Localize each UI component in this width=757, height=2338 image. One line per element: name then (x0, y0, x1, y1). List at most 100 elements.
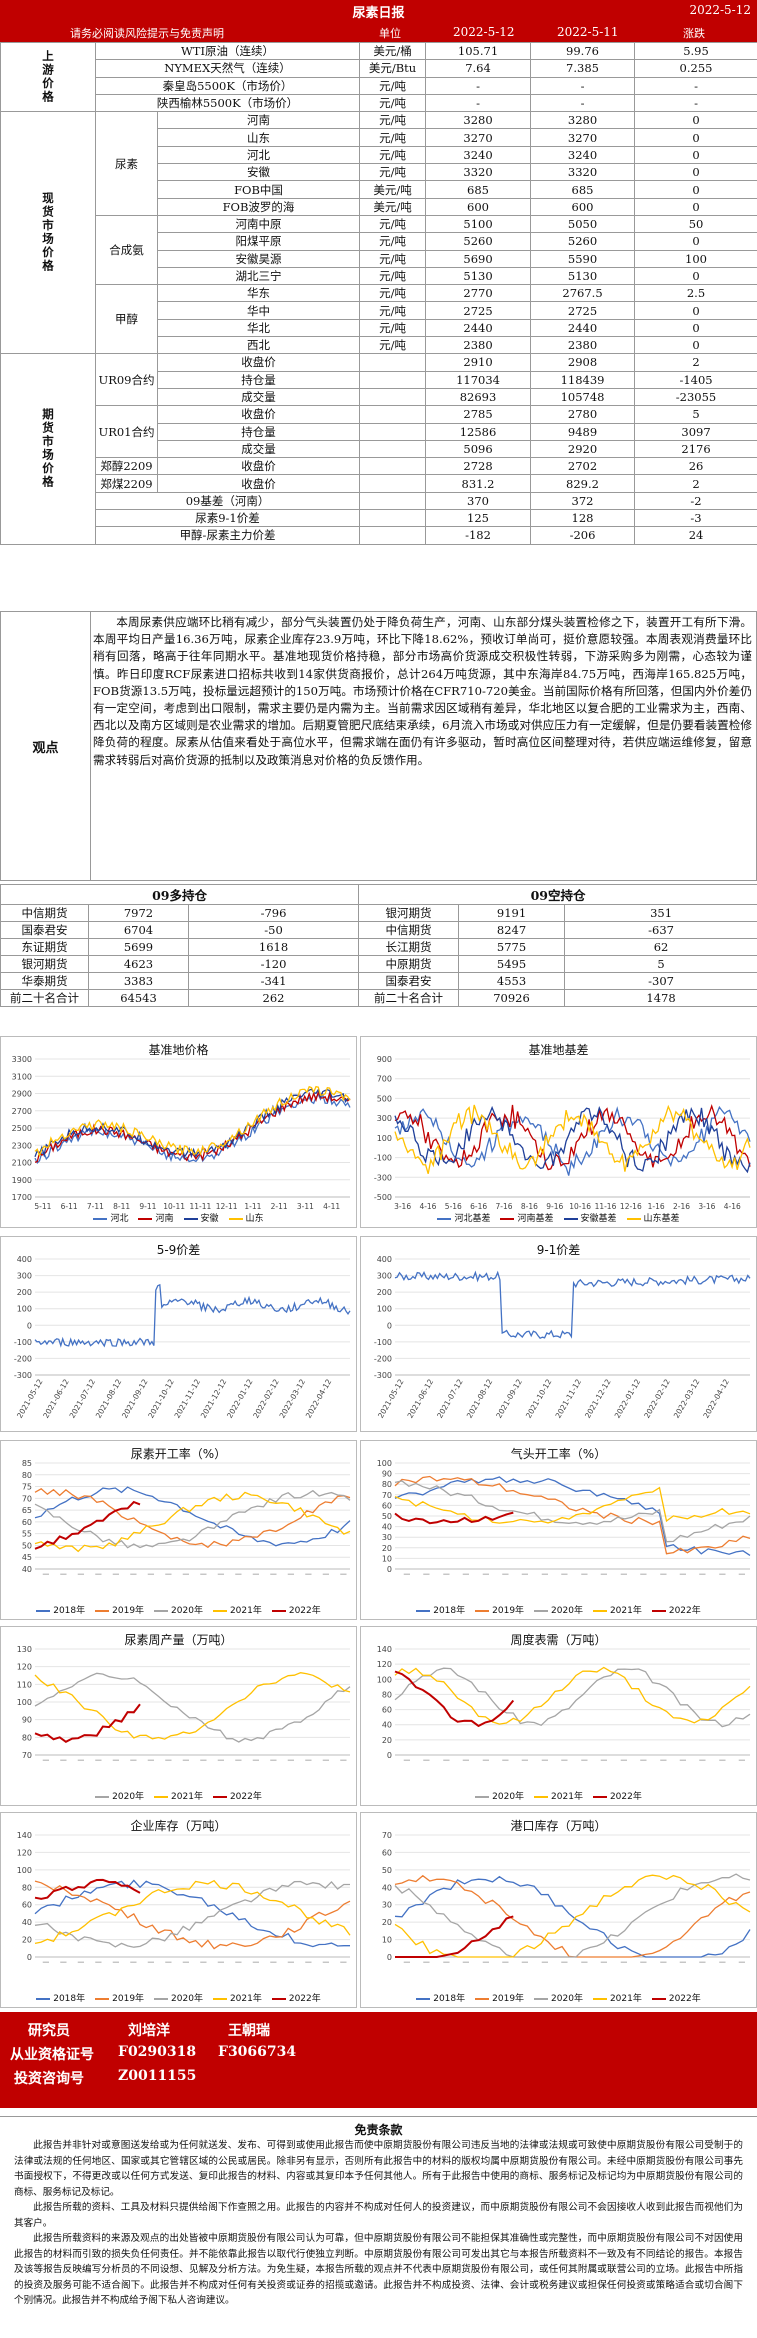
group-ur01: UR01合约 (95, 405, 158, 459)
x-tick-mark: | (403, 1573, 411, 1575)
x-tick-mark: | (501, 1961, 509, 1963)
x-tick-mark: | (112, 1961, 120, 1963)
series-line (34, 1703, 141, 1743)
y-tick-label: 2500 (12, 1124, 32, 1133)
row-label: 收盘价 (156, 405, 361, 424)
x-tick-label: 6-11 (61, 1202, 78, 1211)
row-label: 秦皇岛5500K（市场价） (94, 76, 361, 95)
series-line (34, 1880, 351, 1950)
x-tick-label: 6-16 (470, 1202, 487, 1211)
unit-cell (359, 387, 427, 407)
value-prev: 2780 (530, 405, 636, 424)
value-change: 0 (634, 111, 757, 130)
x-tick-mark: | (322, 1759, 330, 1761)
contact-block: 研究员 刘培洋 王朝瑞 从业资格证号 F0290318 F3066734 投资咨… (0, 2012, 757, 2108)
x-tick-mark: | (129, 1573, 137, 1575)
x-tick-mark: | (147, 1961, 155, 1963)
x-tick-label: 2021-09-12 (494, 1377, 524, 1419)
y-tick-label: 75 (22, 1483, 32, 1492)
x-tick-mark: | (234, 1961, 242, 1963)
x-tick-label: 7-16 (496, 1202, 513, 1211)
value-today: 370 (425, 491, 532, 511)
x-tick-mark: | (521, 1759, 529, 1761)
report-title: 尿素日报 (352, 5, 405, 21)
long-change: -796 (187, 904, 360, 922)
long-broker: 银河期货 (0, 955, 89, 973)
legend-swatch (626, 1217, 641, 1220)
value-prev: 5260 (530, 232, 636, 251)
long-position: 3383 (88, 972, 189, 990)
legend-swatch (475, 1997, 490, 2000)
x-tick-mark: | (482, 1573, 490, 1575)
legend-swatch (534, 1795, 549, 1798)
value-change: 2.5 (634, 284, 757, 303)
legend-label: 2020年 (171, 1994, 203, 2004)
unit-cell: 元/吨 (359, 266, 427, 286)
y-tick-label: 120 (377, 1660, 392, 1669)
y-tick-label: 1900 (12, 1176, 32, 1185)
long-broker: 中信期货 (0, 904, 89, 922)
legend-item: 2018年 (416, 1994, 465, 2004)
row-label: 阳煤平原 (156, 232, 361, 251)
y-tick-label: 300 (377, 1114, 392, 1123)
chart-title: 企业库存（万吨） (130, 1819, 227, 1833)
legend-item: 2022年 (651, 1606, 701, 1616)
x-tick-mark: | (129, 1961, 137, 1963)
legend-label: 2018年 (433, 1606, 466, 1616)
legend-swatch (36, 1997, 51, 2000)
long-broker: 东证期货 (0, 938, 89, 956)
unit-cell: 元/吨 (359, 284, 427, 303)
value-prev: 2908 (530, 353, 636, 372)
y-tick-label: 50 (382, 1512, 392, 1521)
x-tick-mark: | (462, 1759, 470, 1761)
y-tick-label: 100 (377, 1675, 392, 1684)
long-change: -120 (187, 955, 360, 973)
col-change: 涨跌 (683, 27, 705, 40)
x-tick-mark: | (112, 1759, 120, 1761)
y-tick-label: 100 (17, 1866, 32, 1875)
chart-legend: 河北 河南 安徽 山东 (1, 1211, 356, 1224)
long-change: -341 (187, 972, 360, 990)
long-position: 7972 (88, 904, 189, 922)
legend-swatch (212, 1609, 227, 1612)
value-today: 105.71 (425, 41, 532, 61)
y-tick-label: 0 (27, 1321, 32, 1330)
legend-item: 2021年 (534, 1792, 583, 1802)
row-label: 华北 (156, 318, 361, 338)
row-label: 09基差（河南） (94, 491, 361, 511)
value-today: 2770 (425, 284, 532, 303)
y-tick-label: 80 (382, 1480, 392, 1489)
x-tick-mark: | (77, 1573, 85, 1575)
y-tick-label: -300 (374, 1173, 392, 1182)
gas-rate-chart: 气头开工率（%） 100 90 80 70 60 50 40 30 20 10 0 | | | | | | | | | |… (360, 1440, 757, 1620)
unit-cell: 元/吨 (359, 76, 427, 95)
holdings-table: 09多持仓 09空持仓 中信期货 7972 -796 银河期货 9191 351 国泰君安 67… (0, 884, 757, 1007)
chart-title: 周度表需（万吨） (510, 1633, 607, 1647)
y-tick-label: 300 (17, 1272, 32, 1281)
x-tick-label: 1-11 (244, 1202, 261, 1211)
y-tick-label: 0 (27, 1953, 32, 1962)
table-row: 前二十名合计 64543 262 前二十名合计 70926 1478 (0, 989, 757, 1007)
legend-item: 山东基差 (626, 1214, 680, 1224)
legend-label: 2019年 (492, 1994, 525, 2004)
series-line (34, 1488, 351, 1549)
y-tick-label: 100 (377, 1134, 392, 1143)
unit-cell: 元/吨 (359, 111, 427, 130)
series-line (394, 1104, 751, 1174)
value-today: 82693 (425, 387, 532, 407)
legend-label: 2021年 (229, 1994, 262, 2004)
y-tick-label: 0 (387, 1565, 392, 1574)
value-prev: 128 (530, 509, 636, 528)
x-tick-mark: | (462, 1573, 470, 1575)
legend-label: 安徽 (200, 1214, 219, 1224)
row-label: 河南 (156, 111, 361, 130)
x-tick-mark: | (42, 1961, 50, 1963)
y-tick-label: 2900 (12, 1090, 32, 1099)
long-broker: 前二十名合计 (0, 989, 89, 1007)
legend-label: 河南 (155, 1214, 174, 1224)
unit-cell (359, 353, 427, 372)
series-line (34, 1878, 141, 1900)
y-tick-label: -200 (14, 1354, 32, 1363)
x-tick-label: 2022-02-12 (251, 1377, 281, 1419)
